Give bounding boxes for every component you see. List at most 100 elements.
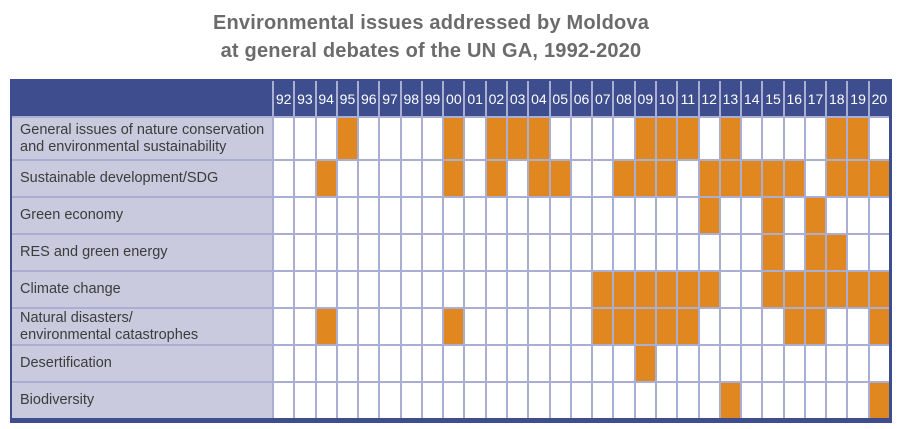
row-label-4: Climate change [12,272,272,307]
matrix-cell-r5-y94 [316,309,336,344]
matrix-cell-r1-y97 [380,161,400,196]
matrix-cell-r0-y12 [699,118,719,159]
matrix-cell-r1-y16 [784,161,804,196]
row-label-5: Natural disasters/ environmental catastr… [12,309,272,344]
matrix-cell-r6-y94 [316,346,336,381]
matrix-cell-r5-y03 [508,309,528,344]
matrix-cell-r5-y16 [784,309,804,344]
matrix-cell-r6-y16 [784,346,804,381]
matrix-cell-r4-y99 [422,272,443,307]
matrix-cell-r5-y07 [593,309,613,344]
matrix-cell-r4-y01 [465,272,485,307]
matrix-cell-r3-y07 [593,235,613,270]
matrix-cell-r2-y16 [784,198,804,233]
matrix-cell-r6-y03 [508,346,528,381]
matrix-cell-r2-y98 [401,198,421,233]
matrix-cell-r7-y03 [508,383,528,418]
matrix-cell-r3-y99 [422,235,443,270]
matrix-cell-r5-y20 [869,309,889,344]
matrix-cell-r6-y92 [274,346,294,381]
year-header-99: 99 [422,81,443,116]
matrix-cell-r4-y96 [359,272,379,307]
matrix-cell-r5-y04 [529,309,549,344]
year-header-07: 07 [593,81,613,116]
matrix-cell-r2-y92 [274,198,294,233]
matrix-cell-r2-y94 [316,198,336,233]
matrix-cell-r5-y06 [571,309,592,344]
matrix-cell-r7-y98 [401,383,421,418]
matrix-cell-r5-y12 [699,309,719,344]
matrix-cell-r3-y16 [784,235,804,270]
matrix-cell-r3-y94 [316,235,336,270]
matrix-cell-r4-y14 [742,272,762,307]
matrix-cell-r0-y93 [295,118,315,159]
matrix-cell-r3-y19 [848,235,868,270]
matrix-cell-r4-y18 [827,272,847,307]
matrix-cell-r5-y02 [486,309,507,344]
matrix-cell-r2-y93 [295,198,315,233]
matrix-cell-r3-y14 [742,235,762,270]
matrix-cell-r7-y18 [827,383,847,418]
matrix-cell-r4-y05 [550,272,570,307]
year-header-05: 05 [550,81,570,116]
matrix-cell-r6-y17 [805,346,826,381]
matrix-cell-r3-y20 [869,235,889,270]
matrix-cell-r2-y08 [614,198,634,233]
matrix-cell-r0-y19 [848,118,868,159]
matrix-cell-r6-y93 [295,346,315,381]
matrix-cell-r2-y10 [656,198,677,233]
matrix-cell-r0-y02 [486,118,507,159]
matrix-cell-r7-y13 [720,383,741,418]
matrix-cell-r4-y93 [295,272,315,307]
matrix-cell-r3-y98 [401,235,421,270]
matrix-cell-r3-y15 [763,235,783,270]
row-label-6: Desertification [12,346,272,381]
matrix-cell-r6-y18 [827,346,847,381]
matrix-cell-r1-y18 [827,161,847,196]
matrix-cell-r0-y92 [274,118,294,159]
matrix-cell-r6-y06 [571,346,592,381]
matrix-cell-r7-y17 [805,383,826,418]
matrix-cell-r1-y17 [805,161,826,196]
matrix-cell-r5-y08 [614,309,634,344]
matrix-cell-r3-y18 [827,235,847,270]
row-label-3: RES and green energy [12,235,272,270]
matrix-cell-r7-y00 [444,383,464,418]
year-header-95: 95 [337,81,358,116]
matrix-cell-r1-y04 [529,161,549,196]
matrix-cell-r5-y97 [380,309,400,344]
matrix-cell-r2-y12 [699,198,719,233]
year-header-98: 98 [401,81,421,116]
matrix-cell-r7-y07 [593,383,613,418]
matrix-cell-r4-y04 [529,272,549,307]
matrix-cell-r4-y12 [699,272,719,307]
matrix-cell-r4-y98 [401,272,421,307]
matrix-cell-r7-y96 [359,383,379,418]
matrix-cell-r2-y01 [465,198,485,233]
matrix-cell-r3-y11 [678,235,698,270]
matrix-cell-r5-y93 [295,309,315,344]
matrix-cell-r3-y97 [380,235,400,270]
matrix-cell-r4-y02 [486,272,507,307]
matrix-cell-r1-y01 [465,161,485,196]
matrix-cell-r1-y11 [678,161,698,196]
year-header-00: 00 [444,81,464,116]
matrix-cell-r2-y03 [508,198,528,233]
matrix-cell-r0-y99 [422,118,443,159]
matrix-cell-r7-y04 [529,383,549,418]
matrix-cell-r5-y99 [422,309,443,344]
matrix-cell-r0-y05 [550,118,570,159]
chart-title: Environmental issues addressed by Moldov… [0,9,862,65]
matrix-cell-r5-y19 [848,309,868,344]
year-header-15: 15 [763,81,783,116]
matrix-cell-r4-y92 [274,272,294,307]
matrix-cell-r7-y06 [571,383,592,418]
matrix-cell-r1-y05 [550,161,570,196]
matrix-cell-r7-y97 [380,383,400,418]
matrix-cell-r4-y16 [784,272,804,307]
matrix-cell-r3-y01 [465,235,485,270]
matrix-cell-r0-y01 [465,118,485,159]
matrix-cell-r1-y12 [699,161,719,196]
matrix-cell-r2-y14 [742,198,762,233]
matrix-cell-r2-y09 [635,198,655,233]
